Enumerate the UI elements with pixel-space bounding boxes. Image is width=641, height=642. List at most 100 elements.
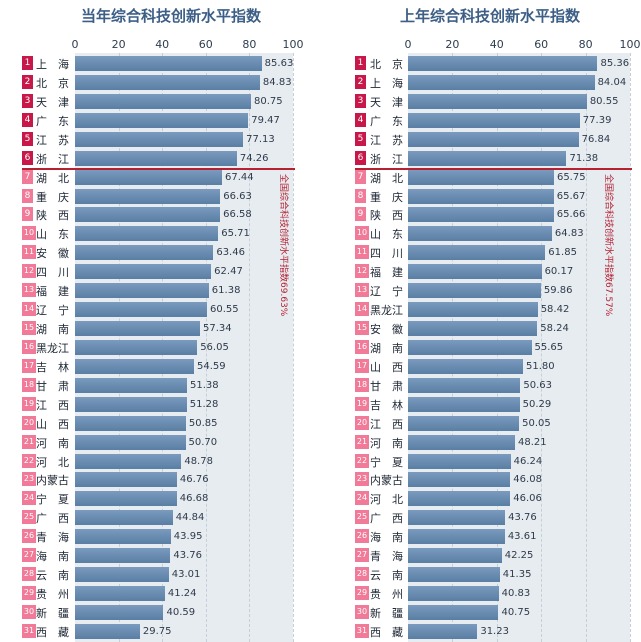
value-label: 50.05 [522, 417, 551, 429]
x-tick-label: 0 [404, 38, 412, 51]
rank-badge: 3 [355, 93, 366, 108]
gridline [249, 53, 251, 642]
bar [75, 453, 182, 469]
value-label: 43.95 [173, 531, 203, 543]
province-label: 新 疆 [370, 606, 403, 620]
x-tick-label: 80 [578, 38, 593, 51]
bar [408, 548, 502, 564]
rank-badge: 20 [355, 415, 369, 430]
bar [75, 302, 207, 318]
rank-badge: 3 [22, 93, 33, 108]
bar [408, 415, 520, 431]
value-label: 77.13 [246, 133, 275, 145]
value-label: 76.84 [581, 133, 611, 145]
gridline [205, 53, 207, 642]
value-label: 50.85 [188, 417, 218, 429]
bar [408, 377, 521, 393]
province-label: 重 庆 [370, 190, 403, 204]
rank-badge: 22 [355, 453, 369, 468]
bar [408, 453, 511, 469]
value-label: 43.01 [171, 569, 201, 581]
rank-badge: 7 [355, 169, 366, 184]
province-label: 福 建 [36, 285, 69, 299]
province-label: 山 东 [36, 228, 69, 242]
province-label: 辽 宁 [36, 304, 69, 318]
province-label: 青 海 [36, 531, 69, 545]
value-label: 41.35 [502, 569, 532, 581]
rank-badge: 16 [355, 339, 369, 354]
value-label: 40.83 [501, 588, 531, 600]
rank-badge: 12 [355, 264, 369, 279]
value-label: 46.68 [179, 493, 209, 505]
rank-badge: 13 [22, 283, 36, 298]
rank-badge: 14 [355, 302, 369, 317]
average-divider [355, 167, 632, 170]
bar [408, 112, 580, 128]
bar [75, 339, 198, 355]
rank-badge: 23 [22, 472, 36, 487]
chart-title: 当年综合科技创新水平指数 [80, 7, 261, 25]
province-label: 江 西 [36, 398, 69, 412]
value-label: 64.83 [554, 228, 584, 240]
province-label: 河 北 [370, 493, 403, 507]
x-tick-label: 100 [619, 38, 641, 51]
province-label: 湖 南 [36, 323, 69, 337]
bar [408, 245, 546, 261]
bar [75, 567, 169, 583]
bar [408, 207, 554, 223]
rank-badge: 29 [22, 586, 36, 601]
rank-badge: 26 [22, 529, 36, 544]
rank-badge: 11 [22, 245, 36, 260]
rank-badge: 5 [355, 131, 366, 146]
value-label: 80.75 [254, 95, 283, 107]
province-label: 海 南 [36, 550, 69, 564]
province-label: 吉 林 [370, 398, 403, 412]
rank-badge: 1 [355, 56, 366, 70]
value-label: 43.76 [173, 550, 203, 562]
average-label: 全国综合科技创新水平指数69.63% [278, 173, 288, 316]
bar [408, 339, 532, 355]
province-label: 河 北 [36, 455, 69, 469]
value-label: 46.06 [513, 493, 542, 505]
gridline [630, 53, 631, 642]
province-label: 云 南 [36, 569, 69, 583]
province-label: 江 西 [370, 417, 403, 431]
bar [75, 529, 171, 545]
value-label: 65.66 [556, 209, 586, 221]
bar [75, 358, 194, 374]
value-label: 40.59 [166, 606, 196, 618]
bar [75, 245, 214, 261]
province-label: 广 东 [370, 114, 403, 128]
value-label: 60.55 [209, 304, 239, 316]
rank-badge: 12 [22, 264, 36, 279]
province-label: 安 徽 [370, 323, 403, 337]
province-label: 四 川 [36, 266, 69, 280]
value-label: 50.63 [523, 379, 553, 391]
bar [408, 169, 554, 185]
province-label: 上 海 [370, 76, 403, 90]
rank-badge: 15 [22, 321, 36, 336]
bar [408, 302, 538, 318]
bar [408, 567, 500, 583]
rank-badge: 18 [22, 377, 36, 392]
province-label: 黑龙江 [370, 304, 403, 318]
province-label: 陕 西 [370, 209, 403, 223]
rank-badge: 4 [22, 112, 33, 127]
value-label: 66.58 [223, 209, 252, 221]
province-label: 黑龙江 [36, 341, 69, 355]
value-label: 62.47 [214, 266, 243, 278]
x-tick-label: 20 [111, 38, 126, 51]
rank-badge: 21 [355, 434, 369, 449]
rank-badge: 9 [355, 207, 366, 222]
province-label: 福 建 [370, 266, 403, 280]
province-label: 浙 江 [36, 152, 69, 166]
province-label: 辽 宁 [370, 285, 403, 299]
rank-badge: 26 [355, 529, 369, 544]
value-label: 58.24 [540, 323, 569, 335]
value-label: 57.34 [203, 323, 232, 335]
bar [75, 491, 177, 507]
bar [408, 529, 505, 545]
rank-badge: 27 [22, 548, 36, 563]
province-label: 内蒙古 [36, 474, 69, 488]
rank-badge: 6 [22, 150, 33, 165]
